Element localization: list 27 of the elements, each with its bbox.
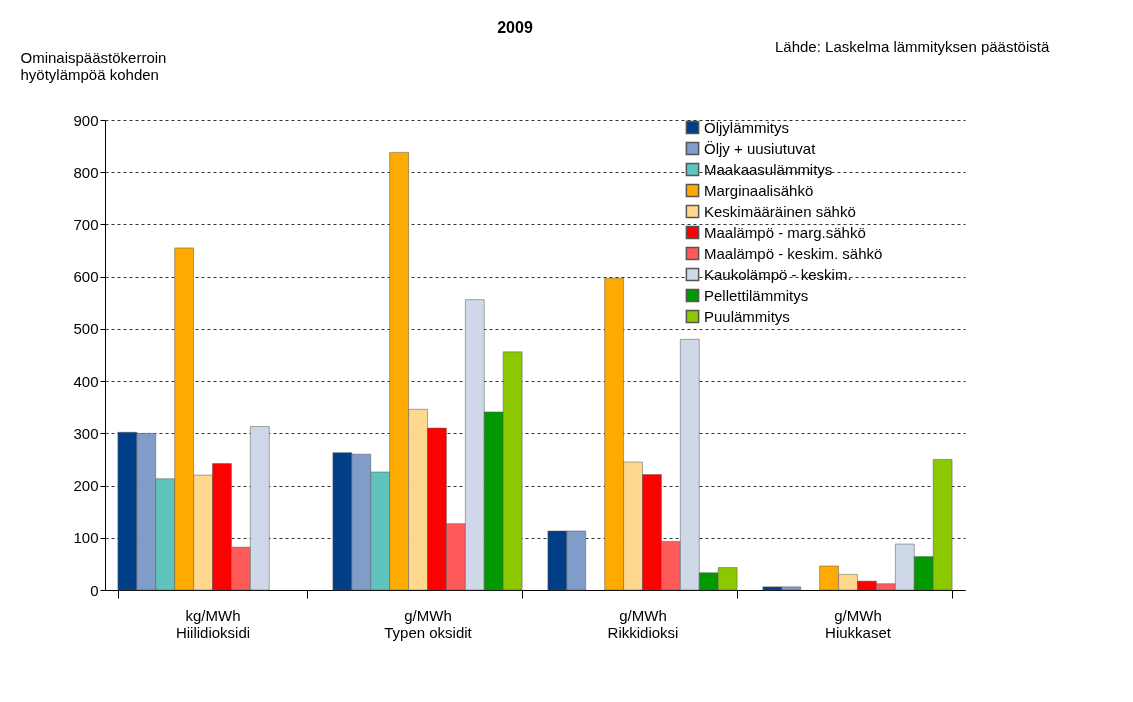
y-axis-title: Ominaispäästökerroin hyötylämpöä kohden [20, 48, 167, 83]
legend-label: Öljy + uusiutuvat [704, 139, 817, 157]
y-tick-label: 900 [73, 111, 99, 129]
legend-label: Keskimääräinen sähkö [704, 202, 856, 220]
text: Lähde: Laskelma lämmityksen päästöistä [775, 38, 1050, 55]
legend-label: Maalämpö - marg.sähkö [704, 223, 866, 241]
y-tick-label: 700 [73, 215, 99, 233]
legend-label: Kaukolämpö - keskim. [704, 265, 852, 283]
x-tick-label: g/MWh Hiukkaset [825, 606, 892, 641]
legend-label: Pellettilämmitys [704, 286, 809, 304]
y-tick-label: 300 [73, 424, 99, 442]
y-tick-label: 800 [73, 163, 99, 181]
y-tick-label: 500 [73, 320, 99, 338]
x-tick-label: g/MWh Rikkidioksi [607, 606, 679, 641]
legend-label: Maakaasulämmitys [704, 160, 833, 178]
y-tick-label: 400 [73, 372, 99, 390]
y-tick-label: 0 [90, 581, 99, 599]
y-tick-label: 100 [73, 529, 99, 547]
y-tick-label: 600 [73, 268, 99, 286]
legend-label: Öljylämmitys [704, 118, 789, 136]
x-tick-label: kg/MWh Hiilidioksidi [175, 606, 251, 641]
legend-label: Puulämmitys [704, 307, 790, 325]
x-tick-label: g/MWh Typen oksidit [384, 606, 473, 641]
legend-label: Maalämpö - keskim. sähkö [704, 244, 883, 262]
legend-label: Marginaalisähkö [704, 181, 814, 199]
chart-title: 2009 [497, 19, 533, 36]
y-tick-label: 200 [73, 477, 99, 495]
